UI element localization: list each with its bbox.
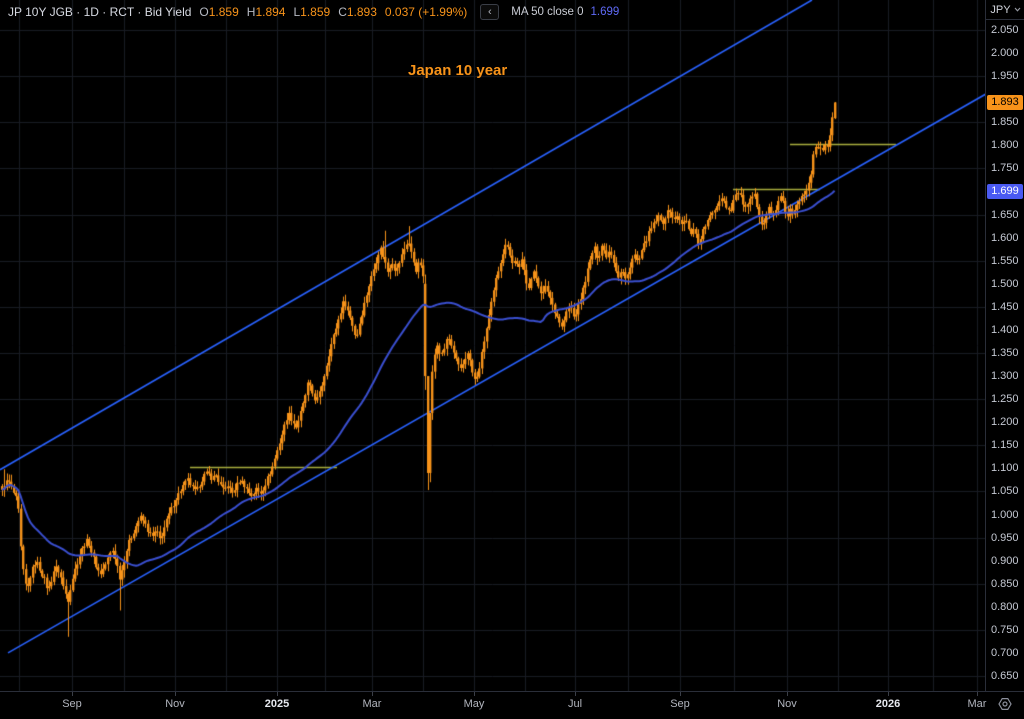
price-axis-label: 0.950 (991, 531, 1019, 544)
chevron-left-icon: ‹ (487, 5, 492, 18)
time-axis-tick (977, 692, 978, 696)
ohlc-close: C1.893 (338, 4, 377, 19)
price-axis-label: 1.400 (991, 323, 1019, 336)
price-axis-label: 1.600 (991, 231, 1019, 244)
time-axis-tick (787, 692, 788, 696)
price-axis-label: 0.650 (991, 670, 1019, 682)
time-axis-label: Mar (967, 698, 987, 710)
price-axis-label: 0.850 (991, 577, 1019, 590)
price-axis-label: 1.350 (991, 347, 1019, 359)
ma-value-badge: 1.699 (987, 184, 1023, 200)
ma-indicator-value: 1.699 (590, 5, 620, 18)
time-axis-year-label: 2025 (264, 698, 290, 710)
collapse-legend-button[interactable]: ‹ (480, 3, 500, 20)
price-axis-label: 1.000 (991, 508, 1019, 521)
currency-label: JPY (990, 3, 1011, 16)
price-axis-label: 0.750 (991, 623, 1019, 636)
price-axis-label: 1.450 (991, 300, 1019, 313)
price-axis-label: 1.500 (991, 277, 1019, 290)
price-change: 0.037 (+1.99%) (384, 4, 468, 19)
symbol-description[interactable]: JP 10Y JGB · 1D · RCT · Bid Yield (8, 4, 192, 19)
time-axis-year-label: 2026 (875, 698, 901, 710)
time-axis[interactable]: Sep Nov 2025 Mar May Jul Sep Nov 2026 Mar (0, 691, 1024, 719)
price-axis-label: 1.250 (991, 393, 1019, 406)
price-axis-label: 1.200 (991, 416, 1019, 429)
price-axis[interactable]: JPY 2.050 2.000 1.950 1.850 1.800 1.750 1.650 1… (985, 0, 1024, 691)
price-axis-label: 1.050 (991, 485, 1019, 498)
price-axis-label: 1.150 (991, 439, 1019, 452)
price-axis-label: 2.000 (991, 47, 1019, 60)
price-axis-label: 1.850 (991, 116, 1019, 129)
chart-canvas[interactable] (0, 0, 985, 691)
price-axis-label: 1.750 (991, 162, 1019, 175)
price-axis-label: 2.050 (991, 24, 1019, 36)
time-axis-label: Nov (777, 698, 797, 710)
ohlc-low: L1.859 (293, 4, 331, 19)
price-axis-label: 1.100 (991, 462, 1019, 475)
time-axis-tick (277, 692, 278, 696)
time-axis-tick (680, 692, 681, 696)
time-axis-label: Nov (165, 698, 185, 710)
time-axis-label: May (463, 698, 485, 710)
time-axis-tick (888, 692, 889, 696)
chart-title-annotation: Japan 10 year (408, 62, 508, 79)
price-axis-label: 0.700 (991, 646, 1019, 659)
price-axis-label: 1.550 (991, 254, 1019, 267)
time-axis-label: Jul (567, 698, 583, 710)
last-price-badge: 1.893 (987, 94, 1023, 110)
time-axis-label: Mar (362, 698, 382, 710)
ohlc-high: H1.894 (246, 4, 286, 19)
time-axis-tick (474, 692, 475, 696)
time-axis-tick (175, 692, 176, 696)
settings-icon[interactable] (996, 695, 1014, 713)
ohlc-open: O1.859 (199, 4, 239, 19)
time-axis-tick (575, 692, 576, 696)
time-axis-tick (72, 692, 73, 696)
ma-indicator-label[interactable]: MA 50 close 0 (511, 5, 584, 18)
currency-selector[interactable]: JPY (986, 0, 1024, 20)
legend: JP 10Y JGB · 1D · RCT · Bid Yield O1.859… (8, 3, 619, 20)
price-axis-label: 0.800 (991, 600, 1019, 613)
time-axis-label: Sep (62, 698, 82, 710)
price-axis-label: 1.800 (991, 139, 1019, 152)
chevron-down-icon (1014, 7, 1021, 12)
time-axis-label: Sep (670, 698, 690, 710)
price-axis-label: 1.950 (991, 70, 1019, 83)
price-axis-label: 1.650 (991, 208, 1019, 221)
price-axis-label: 0.900 (991, 554, 1019, 567)
price-axis-label: 1.300 (991, 370, 1019, 383)
time-axis-tick (372, 692, 373, 696)
